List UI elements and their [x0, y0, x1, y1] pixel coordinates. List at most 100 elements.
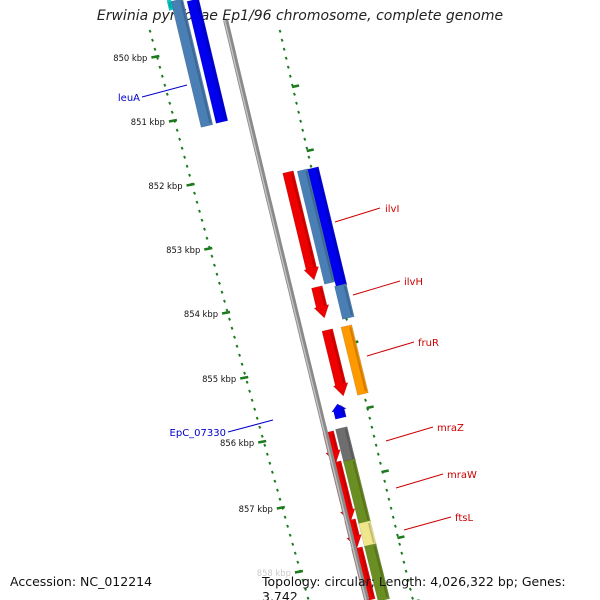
feature-leuA-operon [170, 0, 214, 128]
feature-mraW-forward-shade [338, 462, 352, 510]
ring-dot [295, 101, 298, 105]
kbp-tick-label: 857 kbp [239, 504, 273, 514]
kbp-tick-label: 851 kbp [131, 117, 165, 127]
ring-dot [364, 398, 368, 402]
ring-dot [368, 416, 372, 420]
ring-dot [188, 173, 192, 177]
gene-label: ilvH [404, 277, 423, 288]
gene-leader-line [385, 426, 434, 442]
gene-label: mraZ [437, 423, 464, 434]
ring-dot [396, 533, 399, 537]
feature-ftsI [364, 543, 391, 600]
kbp-tick-mark [257, 439, 267, 444]
feature-fruR-shade [349, 326, 367, 392]
kbp-tick-label: 852 kbp [148, 181, 182, 191]
ring-dot [215, 272, 219, 276]
gene-leader-line [352, 280, 401, 296]
kbp-tick-mark [151, 54, 160, 59]
feature-ftsI-forward-shade [359, 548, 374, 598]
backbone-highlight [223, 19, 367, 600]
ring-dot [278, 29, 282, 33]
feature-cyan-fragment [166, 0, 174, 11]
ring-tick-mark [366, 405, 374, 410]
feature-mraZ-shade [344, 428, 355, 460]
ring-tick-mark [291, 84, 300, 89]
ring-dot [411, 596, 414, 600]
ring-dot [270, 470, 274, 474]
ring-dot [304, 587, 307, 591]
feature-ilvI-strand [307, 166, 348, 288]
gene-label: ilvI [385, 204, 399, 215]
ring-tick-mark [306, 148, 315, 153]
ring-tick-mark [397, 535, 405, 540]
ring-dot [213, 263, 216, 267]
ring-dot [284, 56, 288, 60]
ring-dot [255, 416, 259, 420]
ring-dot [223, 299, 226, 303]
ring-dot [168, 101, 172, 105]
ring-dot [205, 236, 209, 240]
ring-dot [393, 524, 397, 528]
kbp-tick-mark [276, 505, 286, 510]
ring-dot [406, 578, 410, 582]
ring-dot [185, 164, 189, 168]
ring-dot [299, 119, 303, 123]
ring-dot [163, 83, 167, 87]
ring-dot [291, 542, 295, 546]
ring-dot [165, 92, 169, 96]
ring-tick-mark [381, 469, 390, 474]
ring-dot [153, 47, 157, 51]
ring-dot [276, 488, 279, 492]
ring-dot [402, 560, 406, 564]
kbp-tick-label: 856 kbp [220, 438, 254, 448]
ring-dot [370, 425, 374, 429]
ring-dot [235, 344, 239, 348]
ring-dot [307, 155, 311, 159]
ring-dot [253, 407, 257, 411]
outer-dotted-ring-left [148, 29, 310, 600]
kbp-tick-label: 855 kbp [202, 374, 236, 384]
ring-dot [282, 47, 286, 51]
kbp-tick-mark [168, 118, 178, 123]
ring-dot [288, 74, 292, 78]
gene-label: fruR [418, 338, 439, 349]
ring-dot [151, 38, 154, 42]
feature-ilvH-forward-shade [319, 287, 326, 306]
feature-EpC-07330 [330, 403, 348, 420]
ring-dot [200, 218, 204, 222]
ring-dot [160, 74, 164, 78]
ring-dot [248, 389, 252, 393]
ring-dot [225, 308, 229, 312]
gene-leader-line [141, 84, 188, 98]
feature-leuB-shade [196, 0, 227, 120]
kbp-tick-label: 853 kbp [166, 245, 200, 255]
ring-dot [198, 209, 201, 213]
ring-dot [280, 38, 284, 42]
ring-dot [148, 29, 152, 33]
ring-dot [183, 155, 187, 159]
ring-dot [378, 461, 382, 465]
ring-dot [203, 227, 206, 231]
ring-dot [383, 479, 387, 483]
kbp-tick-mark [186, 182, 195, 187]
feature-ilvI-forward [282, 170, 320, 281]
ring-dot [389, 506, 393, 510]
ring-dot [195, 200, 199, 204]
feature-ilvI-strand-shade [315, 168, 346, 284]
feature-leuB [186, 0, 229, 124]
feature-fruR [340, 324, 369, 396]
ring-dot [301, 578, 305, 582]
ring-dot [250, 398, 254, 402]
ring-dot [158, 65, 162, 69]
ring-dot [265, 452, 269, 456]
ring-dot [303, 137, 307, 141]
ring-dot [263, 443, 267, 447]
gene-leader-line [227, 419, 274, 433]
ring-dot [228, 317, 231, 321]
ring-dot [400, 551, 404, 555]
gene-labels: leuA ilvI ilvH fruR EpC_07330 mraZ mraW ftsL [118, 84, 477, 531]
ring-dot [283, 515, 287, 519]
ring-dot [233, 335, 236, 339]
ring-dot [398, 542, 402, 546]
kbp-tick-label: 850 kbp [113, 53, 147, 63]
